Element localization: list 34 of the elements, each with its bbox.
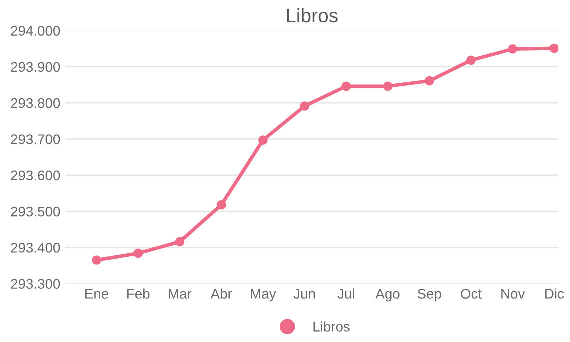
x-tick-label: Nov (502, 289, 526, 299)
x-tick-label: Feb (128, 288, 150, 299)
point (508, 44, 518, 54)
y-tick-label: 293.900 (11, 62, 60, 72)
y-tick-label: 293.300 (11, 279, 60, 290)
y-tick-label: 293.600 (11, 170, 60, 181)
x-tick-label: Abr (210, 288, 232, 299)
chart-title: Libros (287, 8, 338, 23)
y-tick-label: 293.700 (11, 134, 60, 144)
point (175, 237, 185, 247)
y-tick-label: 294.000 (11, 26, 60, 36)
x-tick-label: Jul (338, 288, 354, 299)
x-tick-label: Oct (461, 289, 482, 299)
point (258, 136, 268, 146)
point (342, 82, 352, 92)
point (216, 200, 226, 210)
x-tick-label: Ene (86, 289, 108, 299)
y-tick-label: 293.400 (11, 243, 60, 253)
point (383, 82, 393, 92)
point (550, 44, 559, 54)
point (424, 76, 434, 86)
point (466, 56, 476, 66)
point (300, 102, 310, 112)
x-tick-label: Dic (546, 288, 564, 299)
x-tick-label: May (251, 289, 276, 302)
y-tick-label: 293.500 (11, 206, 60, 217)
x-tick-label: Mar (169, 289, 192, 299)
y-tick-label: 293.800 (11, 98, 60, 108)
x-tick-label: Jun (294, 289, 316, 299)
point (134, 248, 144, 258)
x-tick-label: Ago (376, 289, 400, 302)
point (92, 256, 102, 266)
x-tick-label: Sep (418, 289, 442, 302)
legend-label: Libros (314, 322, 350, 332)
